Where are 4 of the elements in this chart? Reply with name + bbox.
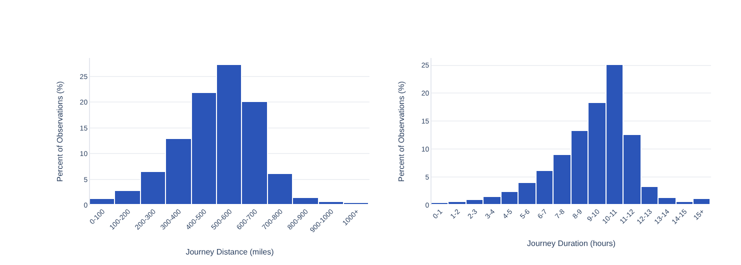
x-axis-title: Journey Distance (miles) [186, 247, 274, 256]
x-axis-title: Journey Duration (hours) [527, 239, 616, 248]
y-axis-title: Percent of Observations (%) [56, 80, 65, 182]
y-axis-title: Percent of Observations (%) [397, 80, 406, 182]
